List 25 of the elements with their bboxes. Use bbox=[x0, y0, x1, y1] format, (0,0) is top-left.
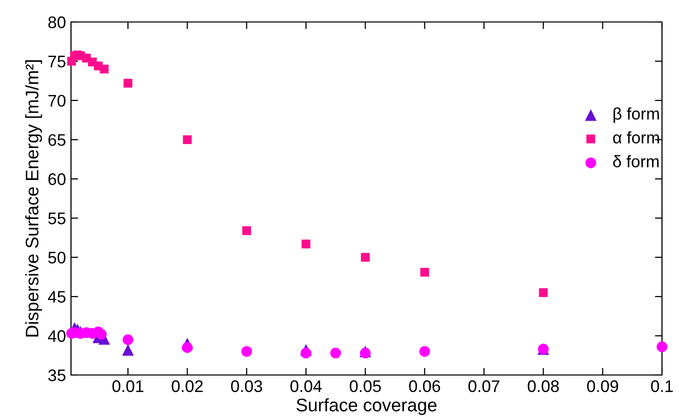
y-tick-label: 75 bbox=[48, 56, 66, 68]
x-tick-label: 0.09 bbox=[587, 380, 618, 392]
y-axis-title: Dispersive Surface Energy [mJ/m²] bbox=[25, 60, 42, 336]
x-tick-label: 0.03 bbox=[231, 380, 262, 392]
x-axis-title: Surface coverage bbox=[296, 398, 436, 416]
y-tick-label: 50 bbox=[48, 252, 66, 264]
legend-label: α form bbox=[613, 131, 659, 144]
x-tick-label: 0.01 bbox=[112, 380, 144, 392]
x-tick-label: 0.07 bbox=[468, 380, 500, 392]
y-tick-label: 70 bbox=[48, 94, 66, 107]
y-tick-label: 35 bbox=[48, 369, 66, 382]
y-tick-label: 55 bbox=[48, 212, 66, 224]
legend-label: δ form bbox=[613, 155, 659, 168]
x-tick-label: 0.06 bbox=[409, 380, 440, 392]
x-tick-label: 0.08 bbox=[528, 380, 559, 392]
y-tick-label: 60 bbox=[48, 173, 66, 186]
x-tick-label: 0.02 bbox=[172, 380, 203, 392]
y-tick-label: 80 bbox=[48, 16, 66, 28]
y-tick-label: 45 bbox=[48, 291, 66, 303]
y-tick-label: 40 bbox=[48, 330, 66, 342]
x-tick-label: 0.04 bbox=[290, 380, 322, 392]
x-tick-label: 0.1 bbox=[651, 380, 673, 392]
y-tick-label: 65 bbox=[48, 134, 66, 146]
legend-label: β form bbox=[614, 107, 659, 123]
x-tick-label: 0.05 bbox=[350, 380, 381, 392]
